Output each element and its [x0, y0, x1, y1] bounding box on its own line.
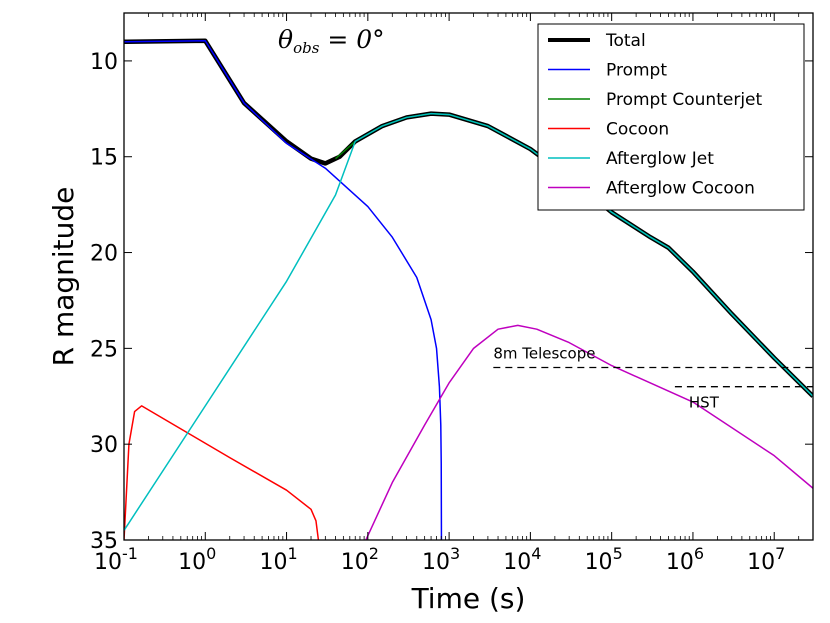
y-tick-label: 20 [90, 242, 118, 267]
legend-box [537, 23, 805, 211]
theta-value: = 0° [319, 25, 384, 54]
x-tick-label: 10-1 [94, 544, 138, 575]
legend-label: Afterglow Jet [606, 149, 714, 169]
x-tick-label: 101 [259, 544, 297, 575]
reference-label-hst: HST [689, 394, 720, 412]
x-tick-exponent: 3 [450, 544, 460, 563]
x-tick-label: 102 [341, 544, 379, 575]
x-tick-label: 106 [666, 544, 704, 575]
x-tick-label: 100 [178, 544, 216, 575]
y-tick-label: 35 [90, 529, 118, 554]
x-tick-label: 107 [747, 544, 785, 575]
legend-label: Prompt [606, 61, 667, 81]
series-cocoon [124, 405, 320, 540]
y-axis-label: R magnitude [47, 187, 80, 367]
x-tick-label: 105 [585, 544, 623, 575]
legend-label: Prompt Counterjet [606, 90, 763, 110]
x-tick-exponent: 6 [694, 544, 704, 563]
observer-angle-annotation: θobs = 0° [278, 25, 385, 57]
y-tick-label: 25 [90, 337, 118, 362]
legend-label: Total [605, 31, 646, 51]
x-tick-exponent: 1 [287, 544, 297, 563]
plot-frame [123, 12, 814, 541]
x-tick-label: 103 [422, 544, 460, 575]
series-afterglow-cocoon [365, 324, 813, 540]
x-axis-label: Time (s) [411, 582, 526, 615]
theta-subscript: obs [293, 39, 320, 57]
series-layer [124, 38, 813, 540]
reference-lines: 8m Telescope HST [493, 345, 813, 412]
y-tick-label: 30 [90, 433, 118, 458]
series-prompt [124, 40, 443, 540]
y-tick-label: 15 [90, 146, 118, 171]
legend-label: Afterglow Cocoon [606, 179, 755, 199]
reference-label-8m-telescope: 8m Telescope [493, 345, 595, 363]
x-tick-exponent: 5 [613, 544, 623, 563]
y-tick-label: 10 [90, 50, 118, 75]
x-tick-label: 104 [503, 544, 541, 575]
x-tick-exponent: 2 [369, 544, 379, 563]
x-tick-exponent: -1 [122, 544, 138, 563]
axis-ticks [123, 13, 814, 541]
theta-symbol: θ [278, 25, 293, 54]
x-tick-exponent: 4 [531, 544, 541, 563]
legend: Total Prompt Prompt Counterjet Cocoon Afterg… [537, 23, 805, 211]
x-tick-exponent: 0 [206, 544, 216, 563]
x-tick-exponent: 7 [775, 544, 785, 563]
legend-label: Cocoon [606, 120, 669, 140]
series-afterglow-jet [124, 112, 813, 531]
